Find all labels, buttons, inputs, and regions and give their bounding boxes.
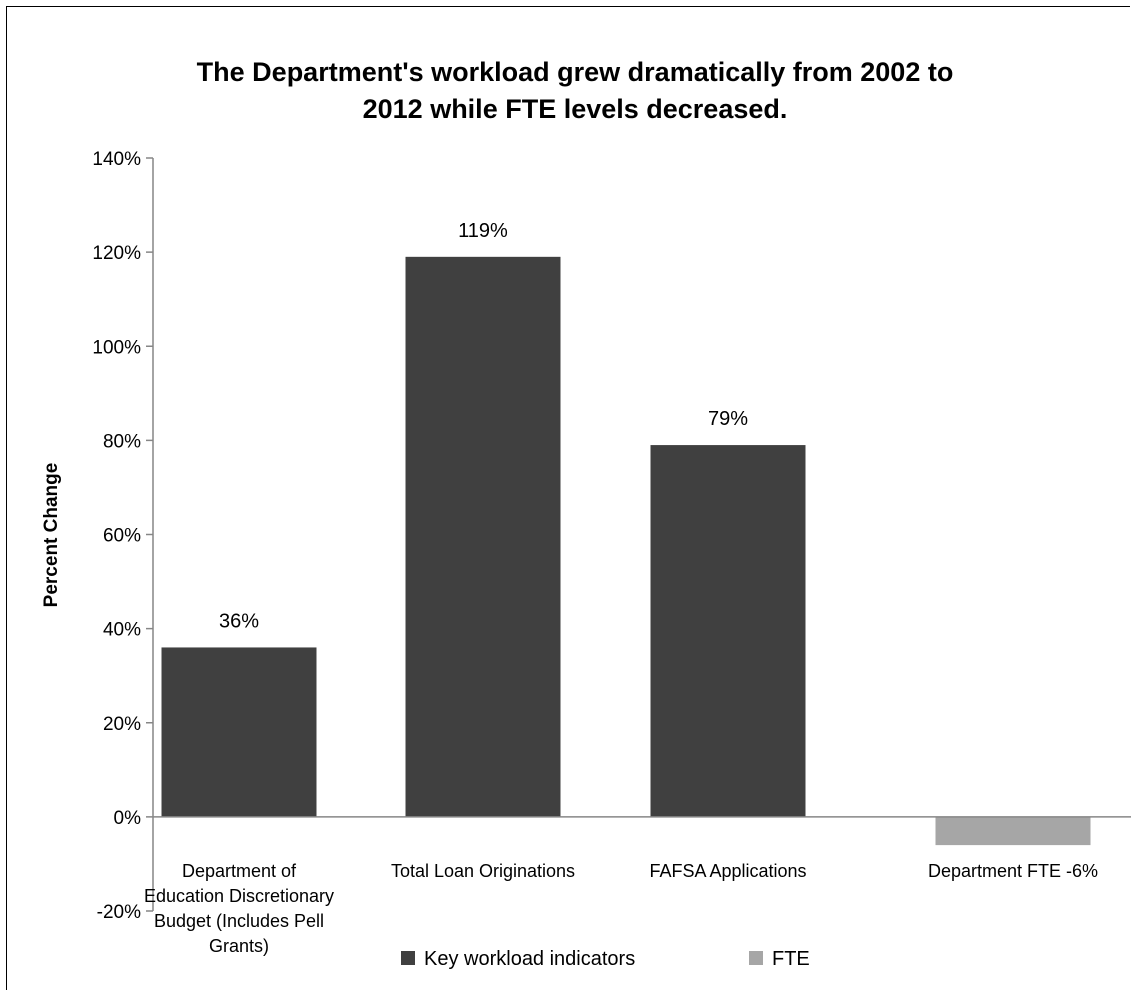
category-label: Budget (Includes Pell bbox=[154, 911, 324, 931]
data-label: 36% bbox=[219, 610, 259, 632]
legend-swatch bbox=[749, 951, 763, 965]
category-label: Total Loan Originations bbox=[391, 861, 575, 881]
bar-2 bbox=[405, 256, 561, 817]
y-axis-label: Percent Change bbox=[41, 463, 62, 608]
category-label: FAFSA Applications bbox=[649, 861, 806, 881]
legend-swatch bbox=[401, 951, 415, 965]
y-tick-label: 0% bbox=[114, 808, 142, 829]
y-tick-label: 80% bbox=[103, 431, 141, 452]
y-tick-label: 40% bbox=[103, 620, 141, 641]
y-tick-label: 20% bbox=[103, 714, 141, 735]
y-tick-label: 140% bbox=[92, 149, 141, 170]
category-label: Department FTE -6% bbox=[928, 861, 1098, 881]
legend-entry: FTE bbox=[772, 948, 810, 970]
y-tick-label: 100% bbox=[92, 337, 141, 358]
data-label: 119% bbox=[458, 220, 508, 242]
bar-4 bbox=[935, 816, 1091, 846]
data-label: 79% bbox=[708, 408, 748, 430]
legend: Key workload indicators FTE bbox=[401, 948, 810, 970]
y-tick-label: -20% bbox=[97, 902, 141, 923]
category-labels: Department of Education Discretionary Budg… bbox=[144, 861, 1098, 956]
chart-frame: The Department's workload grew dramatica… bbox=[6, 6, 1131, 990]
chart-title-line: 2012 while FTE levels decreased. bbox=[363, 94, 788, 124]
y-tick-label: 60% bbox=[103, 526, 141, 547]
bar-1 bbox=[161, 647, 317, 817]
chart-title: The Department's workload grew dramatica… bbox=[197, 57, 954, 124]
category-label: Department of bbox=[182, 861, 297, 881]
y-tick-label: 120% bbox=[92, 243, 141, 264]
data-labels: 36% 119% 79% bbox=[219, 220, 748, 633]
bars bbox=[161, 256, 1091, 846]
bar-3 bbox=[650, 445, 806, 817]
y-axis-title: Percent Change bbox=[41, 463, 62, 608]
y-axis: -20% 0% 20% 40% 60% 80% 100% 120% 140% bbox=[92, 149, 154, 923]
category-label: Grants) bbox=[209, 936, 269, 956]
legend-entry: Key workload indicators bbox=[424, 948, 635, 970]
category-label: Education Discretionary bbox=[144, 886, 334, 906]
chart-title-line: The Department's workload grew dramatica… bbox=[197, 57, 954, 87]
bar-chart: The Department's workload grew dramatica… bbox=[41, 57, 1131, 970]
